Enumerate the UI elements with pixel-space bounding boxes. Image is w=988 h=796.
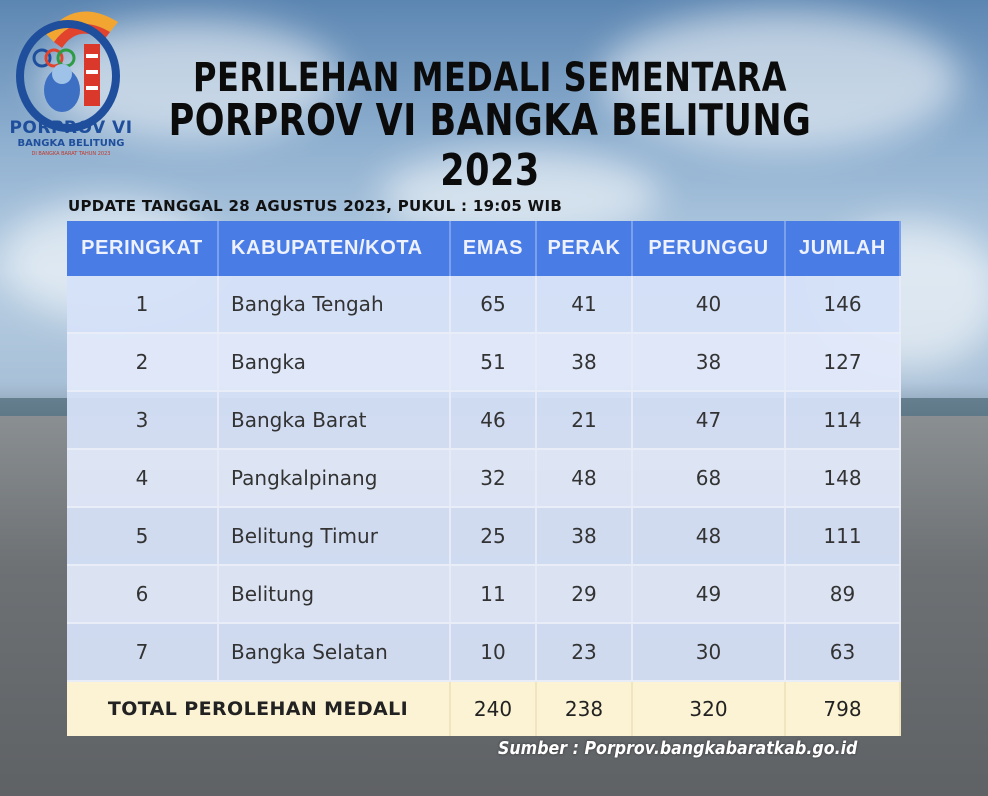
rank-cell: 5 — [67, 507, 219, 566]
total-cell: 89 — [785, 565, 901, 624]
rank-cell: 2 — [67, 333, 219, 392]
total-cell: 127 — [785, 333, 901, 392]
total-sum-cell: 798 — [785, 681, 901, 736]
page-title-line1: PERILEHAN MEDALI SEMENTARA — [193, 53, 787, 101]
porprov-logo-emblem — [16, 11, 120, 132]
logo-tagline: DI BANGKA BARAT TAHUN 2023 — [31, 151, 111, 157]
bronze-cell: 47 — [632, 391, 786, 450]
page-title-line2: PORPROV VI BANGKA BELITUNG 2023 — [168, 96, 812, 196]
table-row: 1 Bangka Tengah 65 41 40 146 — [67, 276, 901, 334]
lighthouse-stripe — [86, 70, 98, 74]
table-row: 7 Bangka Selatan 10 23 30 63 — [67, 623, 901, 682]
update-timestamp: UPDATE TANGGAL 28 AGUSTUS 2023, PUKUL : … — [68, 197, 563, 215]
umbrella-arc-shape — [46, 11, 118, 42]
gold-cell: 46 — [450, 391, 537, 450]
rank-cell: 7 — [67, 623, 219, 682]
total-gold-cell: 240 — [450, 681, 537, 736]
gold-cell: 11 — [450, 565, 537, 624]
column-header-perak: PERAK — [536, 221, 633, 276]
silver-cell: 21 — [536, 391, 633, 450]
gold-cell: 10 — [450, 623, 537, 682]
mascot-figure — [44, 68, 80, 112]
table-row: 4 Pangkalpinang 32 48 68 148 — [67, 449, 901, 508]
rank-cell: 3 — [67, 391, 219, 450]
total-cell: 148 — [785, 449, 901, 508]
column-header-perunggu: PERUNGGU — [632, 221, 786, 276]
gold-cell: 32 — [450, 449, 537, 508]
rank-cell: 1 — [67, 276, 219, 334]
region-cell: Belitung — [218, 565, 451, 624]
silver-cell: 38 — [536, 507, 633, 566]
silver-cell: 48 — [536, 449, 633, 508]
column-header-emas: EMAS — [450, 221, 537, 276]
gold-cell: 65 — [450, 276, 537, 334]
bronze-cell: 38 — [632, 333, 786, 392]
bronze-cell: 48 — [632, 507, 786, 566]
bronze-cell: 68 — [632, 449, 786, 508]
gold-cell: 25 — [450, 507, 537, 566]
total-cell: 63 — [785, 623, 901, 682]
olympic-ring — [32, 48, 52, 68]
table-row: 6 Belitung 11 29 49 89 — [67, 565, 901, 624]
silver-cell: 41 — [536, 276, 633, 334]
logo-title: PORPROV VI — [9, 118, 133, 138]
mascot-head — [52, 64, 72, 84]
total-silver-cell: 238 — [536, 681, 633, 736]
lighthouse-stripe — [86, 54, 98, 58]
silver-cell: 23 — [536, 623, 633, 682]
total-label: TOTAL PEROLEHAN MEDALI — [67, 681, 451, 736]
olympic-ring — [56, 48, 76, 68]
silver-cell: 38 — [536, 333, 633, 392]
region-cell: Belitung Timur — [218, 507, 451, 566]
gold-cell: 51 — [450, 333, 537, 392]
silver-cell: 29 — [536, 565, 633, 624]
lighthouse-stripe — [86, 86, 98, 90]
column-header-kabupaten: KABUPATEN/KOTA — [218, 221, 451, 276]
cloud-decoration — [600, 10, 960, 150]
table-header-row: PERINGKAT KABUPATEN/KOTA EMAS PERAK PERU… — [67, 221, 901, 276]
logo-ring — [16, 20, 120, 132]
total-cell: 114 — [785, 391, 901, 450]
source-credit: Sumber : Porprov.bangkabaratkab.go.id — [498, 738, 858, 759]
medal-table: PERINGKAT KABUPATEN/KOTA EMAS PERAK PERU… — [67, 221, 901, 736]
total-bronze-cell: 320 — [632, 681, 786, 736]
bronze-cell: 30 — [632, 623, 786, 682]
column-header-jumlah: JUMLAH — [785, 221, 901, 276]
table-row: 2 Bangka 51 38 38 127 — [67, 333, 901, 392]
bronze-cell: 40 — [632, 276, 786, 334]
region-cell: Pangkalpinang — [218, 449, 451, 508]
total-cell: 111 — [785, 507, 901, 566]
table-row: 3 Bangka Barat 46 21 47 114 — [67, 391, 901, 450]
rank-cell: 6 — [67, 565, 219, 624]
olympic-ring — [44, 48, 64, 68]
column-header-peringkat: PERINGKAT — [67, 221, 219, 276]
lighthouse-tower — [84, 44, 100, 106]
region-cell: Bangka Barat — [218, 391, 451, 450]
total-row: TOTAL PEROLEHAN MEDALI 240 238 320 798 — [67, 681, 901, 736]
logo-subtitle: BANGKA BELITUNG — [17, 138, 125, 149]
rank-cell: 4 — [67, 449, 219, 508]
table-row: 5 Belitung Timur 25 38 48 111 — [67, 507, 901, 566]
bronze-cell: 49 — [632, 565, 786, 624]
region-cell: Bangka — [218, 333, 451, 392]
region-cell: Bangka Tengah — [218, 276, 451, 334]
total-cell: 146 — [785, 276, 901, 334]
region-cell: Bangka Selatan — [218, 623, 451, 682]
